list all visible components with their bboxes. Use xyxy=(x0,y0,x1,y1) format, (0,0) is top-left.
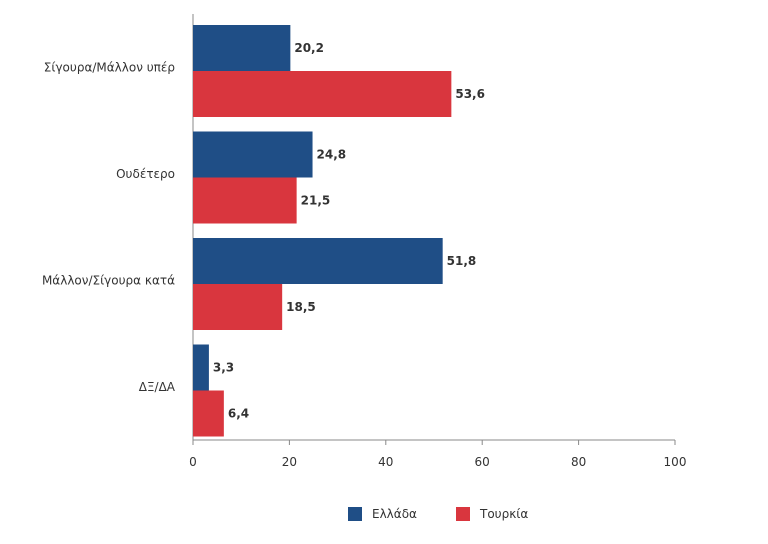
x-ticks: 0 20 40 60 80 100 xyxy=(189,440,686,469)
data-label: 18,5 xyxy=(286,300,316,314)
bar-turkey xyxy=(193,177,297,224)
data-label: 20,2 xyxy=(294,41,324,55)
data-label: 24,8 xyxy=(317,148,347,162)
bar-turkey xyxy=(193,390,224,437)
data-label: 6,4 xyxy=(228,407,249,421)
legend-label: Τουρκία xyxy=(479,507,528,521)
x-tick-label: 0 xyxy=(189,455,197,469)
category-label: Ουδέτερο xyxy=(116,167,175,181)
x-tick-label: 100 xyxy=(664,455,687,469)
bar-greece xyxy=(193,131,313,178)
legend-label: Ελλάδα xyxy=(372,507,417,521)
bar-turkey xyxy=(193,71,452,117)
data-label: 21,5 xyxy=(301,194,331,208)
x-tick-label: 20 xyxy=(282,455,297,469)
bars xyxy=(193,25,452,437)
x-tick-label: 60 xyxy=(475,455,490,469)
data-label: 53,6 xyxy=(455,87,485,101)
legend-swatch xyxy=(456,507,470,521)
data-label: 51,8 xyxy=(447,254,477,268)
bar-greece xyxy=(193,238,443,284)
category-labels: Σίγουρα/Μάλλον υπέρ Ουδέτερο Μάλλον/Σίγουρ… xyxy=(42,60,176,394)
legend: Ελλάδα Τουρκία xyxy=(348,507,528,521)
data-label: 3,3 xyxy=(213,361,234,375)
value-labels: 20,2 53,6 24,8 21,5 51,8 18,5 3,3 6,4 xyxy=(213,41,485,421)
bar-greece xyxy=(193,344,209,391)
x-tick-label: 40 xyxy=(378,455,393,469)
x-tick-label: 80 xyxy=(571,455,586,469)
bar-turkey xyxy=(193,284,283,330)
category-label: Σίγουρα/Μάλλον υπέρ xyxy=(44,60,175,74)
category-label: Μάλλον/Σίγουρα κατά xyxy=(42,273,175,287)
legend-swatch xyxy=(348,507,362,521)
bar-greece xyxy=(193,25,291,71)
category-label: ΔΞ/ΔΑ xyxy=(139,380,176,394)
